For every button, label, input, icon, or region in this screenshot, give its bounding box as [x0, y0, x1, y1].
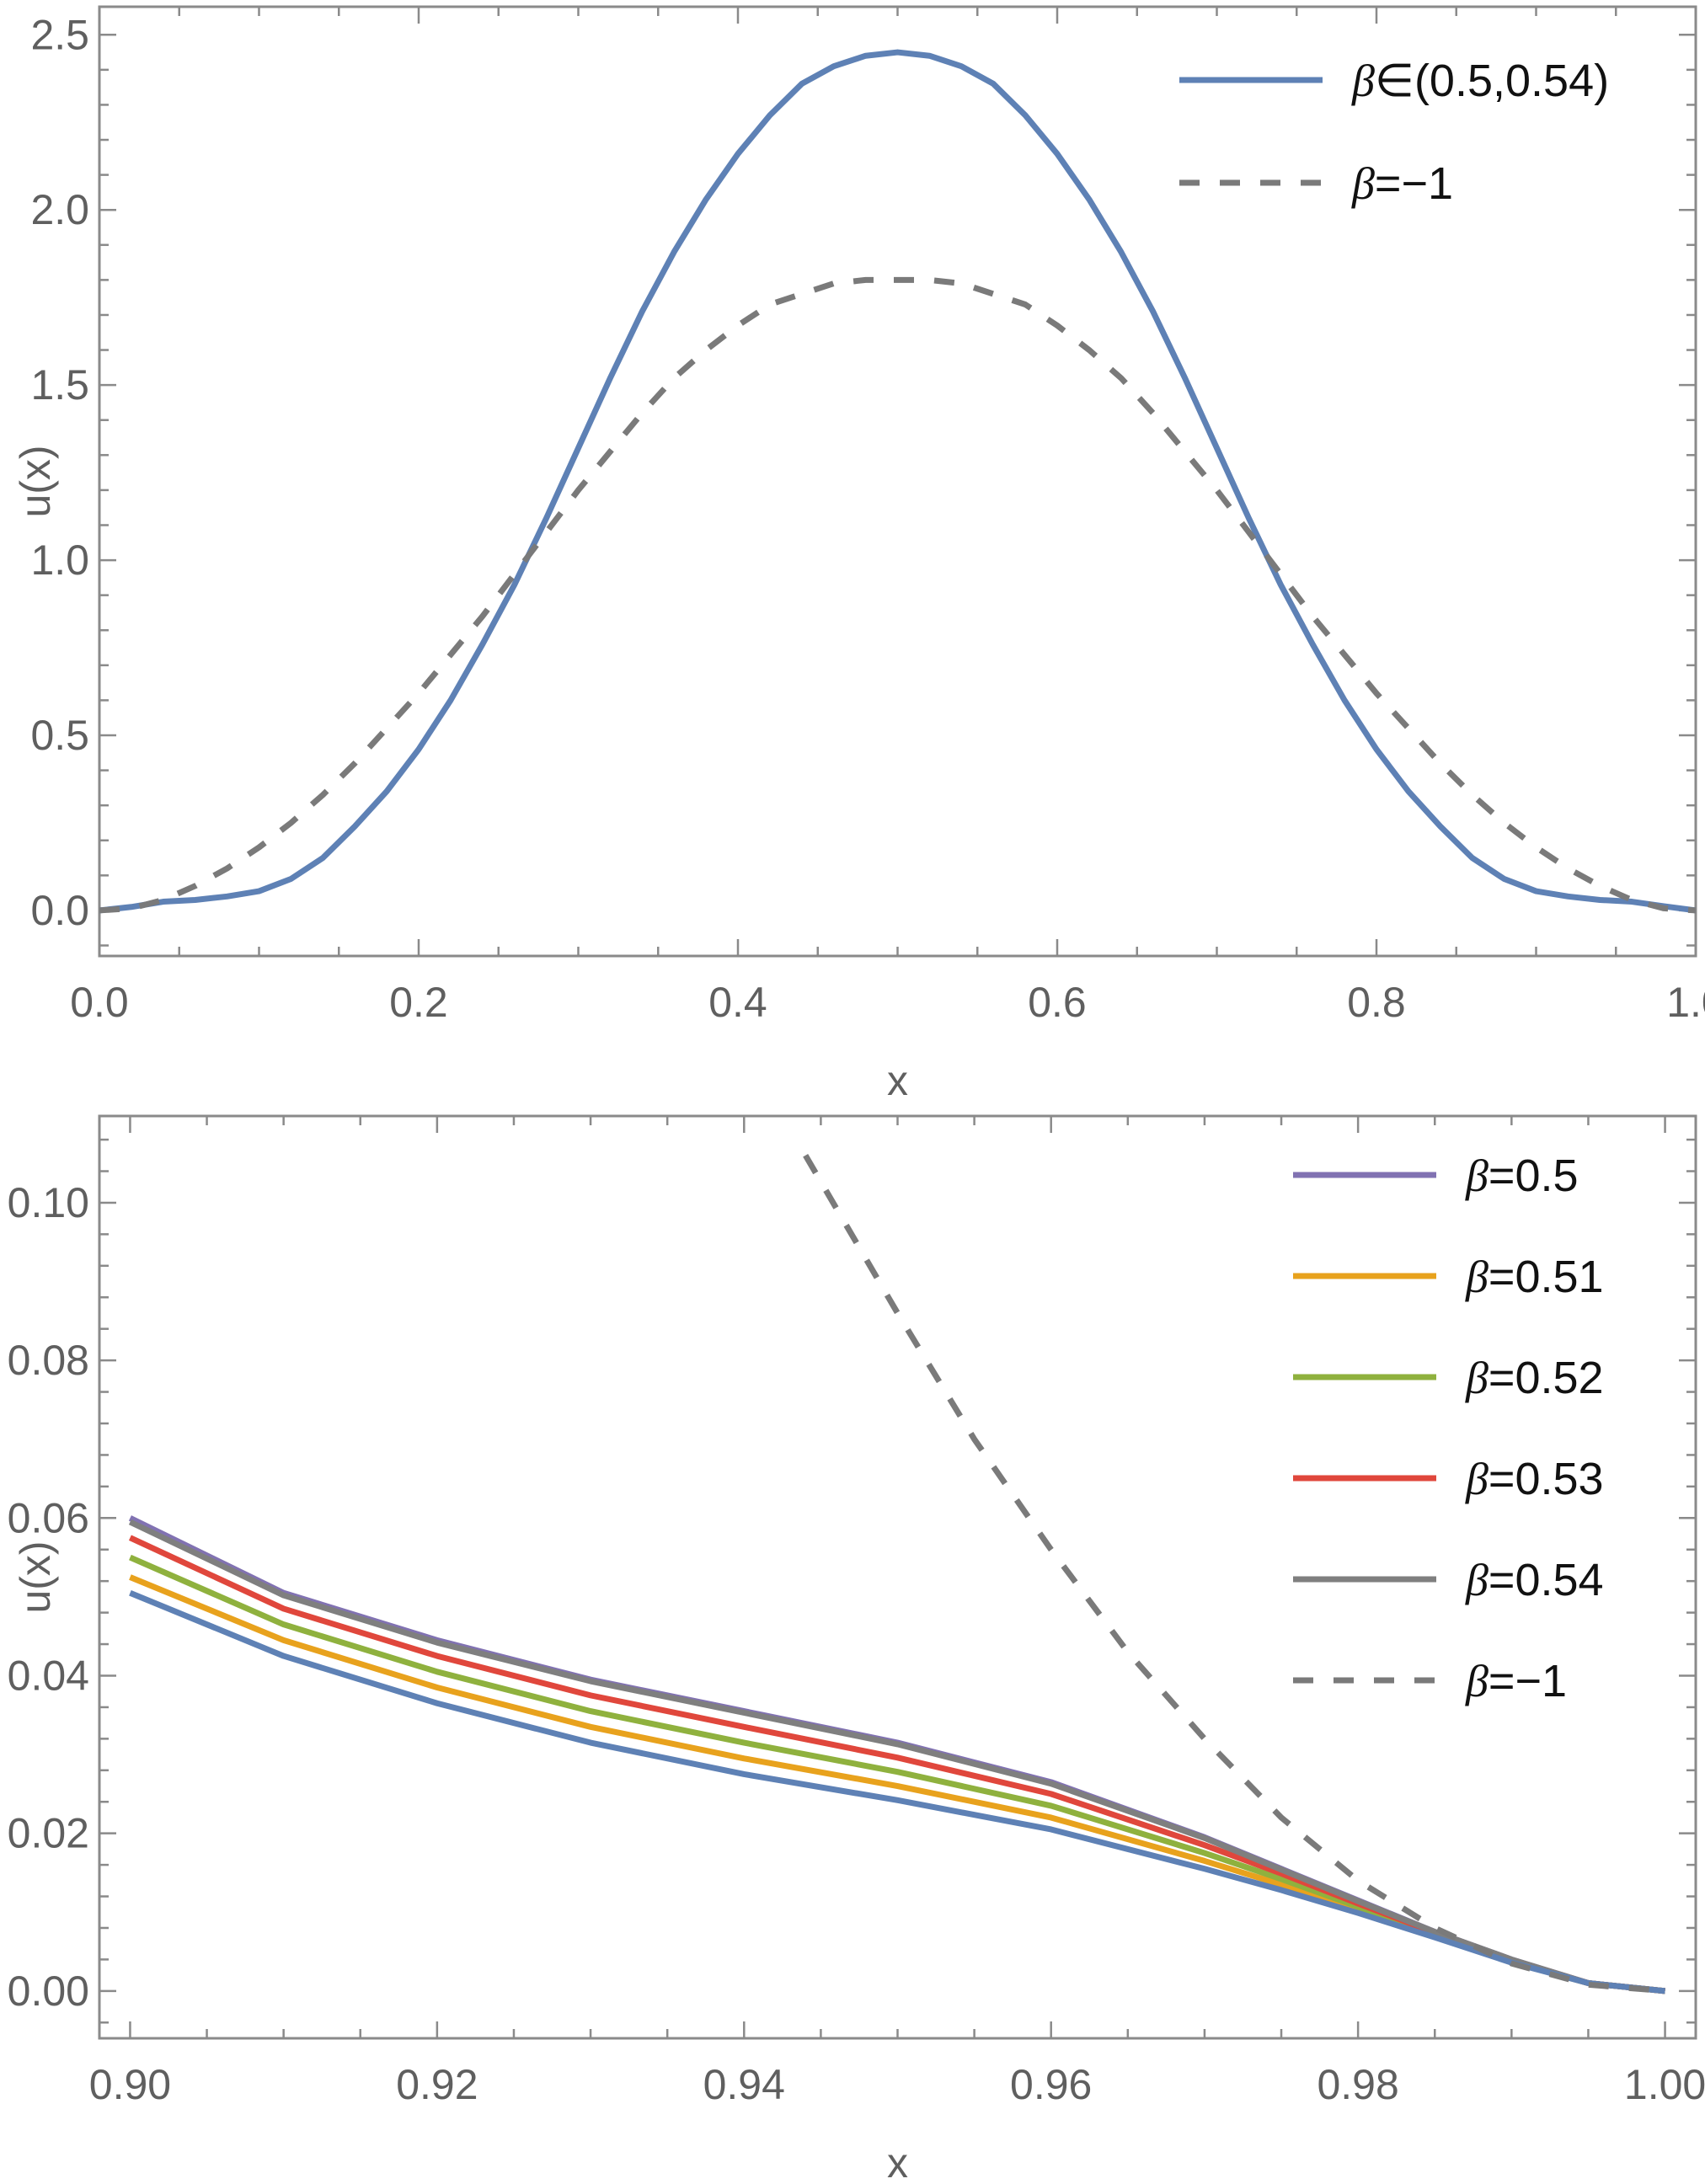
y-tick-label: 1.0 — [30, 537, 89, 584]
y-tick-label: 0.02 — [8, 1810, 89, 1857]
series-line-0 — [128, 1515, 1665, 1994]
legend-label: β∈(0.5,0.54) — [1351, 56, 1609, 106]
x-tick-label: 1.0 — [1666, 979, 1705, 1026]
legend-label: β=0.53 — [1465, 1454, 1604, 1504]
x-axis-label: x — [887, 2139, 908, 2184]
x-tick-label: 1.00 — [1624, 2061, 1705, 2108]
x-tick-label: 0.8 — [1347, 979, 1406, 1026]
y-tick-label: 0.00 — [8, 1968, 89, 2015]
top-chart: 0.0 0.2 0.4 0.6 0.8 1.0 0.0 0.5 1.0 1.5 2.0 2.5 x u(x… — [12, 5, 1705, 1104]
legend-label: β=0.54 — [1465, 1555, 1604, 1605]
y-tick-label: 0.06 — [8, 1494, 89, 1541]
legend: β=0.5 β=0.51 β=0.52 β=0.53 β=0.54 β=−1 — [1293, 1151, 1604, 1706]
series-line-6 — [803, 1154, 1665, 1994]
y-tick-label: 0.5 — [30, 712, 89, 759]
series-line-0 — [99, 49, 1696, 914]
plot-frame — [98, 1114, 1697, 2040]
x-tick-label: 0.4 — [708, 979, 767, 1026]
y-axis-label: u(x) — [12, 1541, 59, 1613]
legend-label: β=−1 — [1351, 158, 1453, 209]
legend-label: β=−1 — [1465, 1656, 1567, 1706]
x-tick-label: 0.6 — [1028, 979, 1087, 1026]
series-group — [128, 1154, 1665, 1994]
legend: β∈(0.5,0.54) β=−1 — [1179, 56, 1609, 209]
y-tick-label: 0.0 — [30, 887, 89, 934]
x-tick-label: 0.96 — [1010, 2061, 1092, 2108]
legend-label: β=0.52 — [1465, 1353, 1604, 1403]
series-line-5 — [129, 1589, 1665, 1994]
y-tick-label: 0.04 — [8, 1652, 89, 1699]
x-tick-label: 0.94 — [703, 2061, 785, 2108]
legend-label: β=0.5 — [1465, 1151, 1579, 1201]
y-tick-label: 0.10 — [8, 1179, 89, 1226]
y-tick-label: 2.0 — [30, 186, 89, 233]
y-axis-label: u(x) — [12, 445, 59, 517]
series-line-2 — [129, 1554, 1665, 1994]
x-tick-label: 0.90 — [89, 2061, 171, 2108]
series-line-4 — [128, 1519, 1665, 1994]
series-group — [99, 49, 1696, 914]
legend-label: β=0.51 — [1465, 1252, 1604, 1302]
x-tick-label: 0.98 — [1317, 2061, 1398, 2108]
plot-frame — [98, 5, 1697, 958]
y-tick-label: 1.5 — [30, 361, 89, 408]
y-tick-label: 0.08 — [8, 1337, 89, 1384]
x-tick-label: 0.2 — [389, 979, 448, 1026]
x-tick-label: 0.92 — [396, 2061, 478, 2108]
y-tick-label: 2.5 — [30, 11, 89, 58]
x-tick-label: 0.0 — [70, 979, 129, 1026]
series-line-1 — [99, 276, 1696, 914]
series-line-3 — [128, 1535, 1665, 1994]
x-axis-label: x — [887, 1057, 908, 1104]
bottom-chart: 0.90 0.92 0.94 0.96 0.98 1.00 0.00 0.02 0.04 0.06… — [8, 1114, 1705, 2184]
